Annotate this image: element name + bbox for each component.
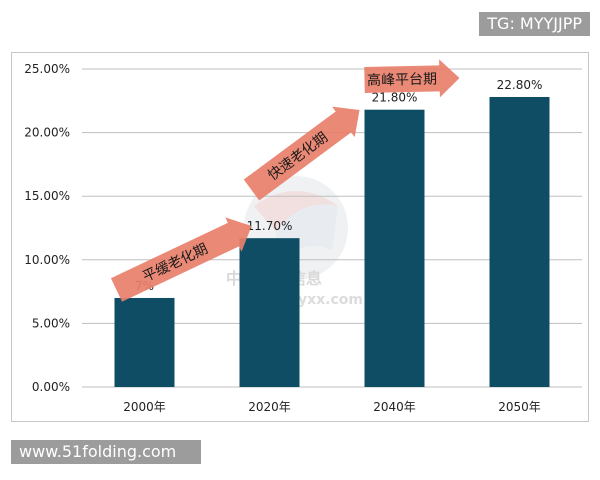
watermark-url: hyxx.com bbox=[288, 292, 363, 308]
data-label: 11.70% bbox=[247, 219, 293, 233]
y-tick-label: 20.00% bbox=[24, 126, 70, 140]
x-tick-label: 2020年 bbox=[248, 400, 291, 414]
data-label: 22.80% bbox=[497, 78, 543, 92]
stage-arrow: 平缓老化期 bbox=[110, 217, 252, 302]
tg-badge: TG: MYYJJPP bbox=[479, 12, 590, 36]
y-tick-label: 10.00% bbox=[24, 253, 70, 267]
y-tick-label: 5.00% bbox=[32, 316, 70, 330]
x-axis-ticks: 2000年 2020年 2040年 2050年 bbox=[123, 400, 541, 414]
stage-arrow: 高峰平台期 bbox=[364, 59, 460, 98]
data-label: 21.80% bbox=[372, 91, 418, 105]
y-tick-label: 15.00% bbox=[24, 189, 70, 203]
bar bbox=[239, 238, 300, 387]
x-tick-label: 2050年 bbox=[498, 400, 541, 414]
arrow-shape bbox=[110, 217, 252, 302]
bars bbox=[114, 96, 550, 387]
y-tick-label: 25.00% bbox=[24, 62, 70, 76]
bar bbox=[364, 109, 425, 387]
bar bbox=[489, 96, 550, 387]
bar bbox=[114, 297, 175, 387]
arrow-shape bbox=[364, 59, 460, 98]
x-tick-label: 2040年 bbox=[373, 400, 416, 414]
site-badge: www.51folding.com bbox=[11, 440, 201, 464]
y-tick-label: 0.00% bbox=[32, 380, 70, 394]
y-axis-ticks: 0.00% 5.00% 10.00% 15.00% 20.00% 25.00% bbox=[24, 62, 70, 394]
arrow-shape bbox=[243, 106, 360, 201]
x-tick-label: 2000年 bbox=[123, 400, 166, 414]
stage-label: 高峰平台期 bbox=[367, 70, 437, 88]
